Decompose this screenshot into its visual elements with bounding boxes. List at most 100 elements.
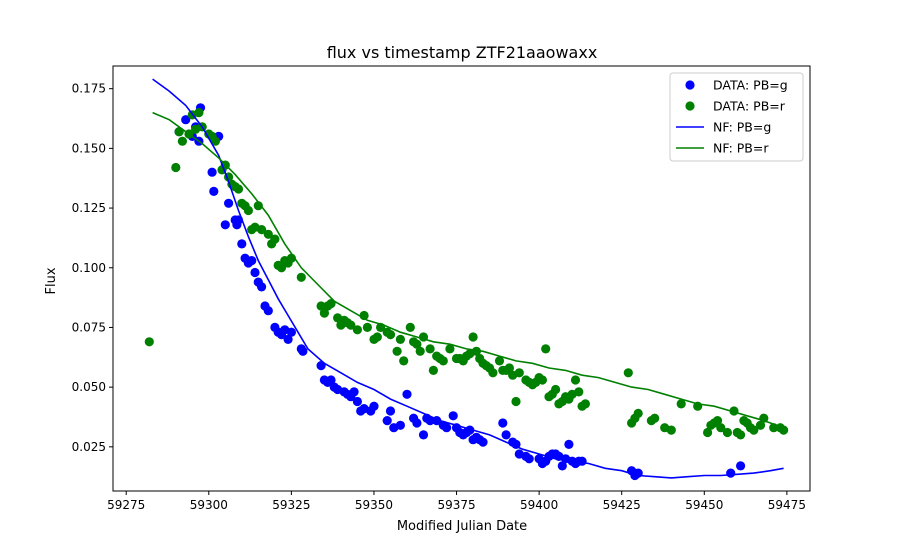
data-point bbox=[726, 468, 736, 478]
x-tick-label: 59325 bbox=[272, 498, 310, 512]
data-point bbox=[171, 162, 181, 173]
data-point bbox=[524, 454, 534, 464]
data-point bbox=[570, 375, 581, 385]
data-point bbox=[224, 198, 234, 208]
legend-label: DATA: PB=g bbox=[713, 78, 788, 93]
data-point bbox=[736, 461, 746, 471]
data-point bbox=[498, 418, 508, 428]
axes: 59275 59300 59325 59350 59375 59400 59425 59450… bbox=[72, 65, 811, 512]
data-point bbox=[418, 430, 429, 440]
data-point bbox=[425, 344, 435, 354]
data-point bbox=[412, 418, 422, 428]
y-axis-label: Flux bbox=[44, 267, 59, 294]
y-tick-label: 0.100 bbox=[72, 261, 106, 275]
x-axis-label: Modified Julian Date bbox=[397, 519, 527, 534]
data-point bbox=[349, 387, 359, 397]
x-tick-label: 59450 bbox=[685, 498, 723, 512]
data-point bbox=[736, 430, 746, 440]
data-point bbox=[514, 368, 524, 378]
data-point bbox=[541, 344, 551, 354]
data-point bbox=[233, 184, 244, 194]
legend-label: NF: PB=r bbox=[713, 141, 769, 156]
x-tick-label: 59475 bbox=[768, 498, 806, 512]
data-point bbox=[666, 425, 676, 435]
x-tick-label: 59375 bbox=[437, 498, 475, 512]
data-point bbox=[194, 108, 204, 118]
legend-label: DATA: PB=r bbox=[713, 99, 786, 114]
data-point bbox=[676, 399, 686, 409]
y-tick-label: 0.125 bbox=[72, 201, 106, 215]
data-point bbox=[478, 437, 488, 447]
data-point bbox=[177, 136, 187, 146]
data-point bbox=[257, 225, 267, 235]
legend-box bbox=[669, 72, 804, 162]
data-point bbox=[580, 399, 591, 409]
x-tick-label: 59350 bbox=[355, 498, 393, 512]
data-point bbox=[425, 416, 435, 426]
data-point bbox=[286, 327, 296, 337]
data-point bbox=[755, 420, 766, 430]
data-point bbox=[574, 387, 584, 397]
data-point bbox=[749, 425, 759, 435]
data-point bbox=[448, 411, 458, 421]
y-tick-label: 0.175 bbox=[72, 82, 106, 96]
data-point bbox=[442, 423, 452, 433]
data-point bbox=[504, 363, 514, 373]
y-tick-label: 0.150 bbox=[72, 141, 106, 155]
x-tick-label: 59275 bbox=[107, 498, 145, 512]
data-point bbox=[352, 396, 362, 407]
data-point bbox=[395, 334, 405, 344]
data-point bbox=[237, 239, 247, 249]
data-point bbox=[716, 423, 726, 433]
data-point bbox=[633, 408, 643, 418]
data-point bbox=[283, 334, 293, 344]
data-point bbox=[650, 413, 660, 423]
legend-marker bbox=[685, 80, 695, 90]
axes-frame bbox=[112, 65, 811, 492]
data-point bbox=[220, 220, 230, 230]
data-point bbox=[263, 229, 273, 239]
data-point bbox=[263, 306, 273, 316]
data-point bbox=[144, 337, 154, 347]
data-point bbox=[412, 339, 422, 349]
data-point bbox=[577, 456, 587, 466]
data-point bbox=[392, 346, 402, 356]
data-point bbox=[385, 330, 396, 340]
data-point bbox=[319, 308, 329, 318]
data-point bbox=[703, 427, 713, 438]
data-point bbox=[712, 416, 723, 426]
data-point bbox=[362, 322, 372, 332]
data-point bbox=[382, 416, 392, 426]
data-point bbox=[399, 356, 409, 366]
data-point bbox=[722, 427, 733, 438]
data-point bbox=[405, 322, 415, 332]
data-point bbox=[494, 356, 505, 366]
data-point bbox=[402, 389, 412, 399]
legend: DATA: PB=g DATA: PB=r NF: PB=g NF: PB=r bbox=[669, 72, 804, 162]
series-1 bbox=[144, 108, 789, 440]
y-tick-label: 0.050 bbox=[72, 380, 106, 394]
data-point bbox=[253, 201, 263, 211]
data-point bbox=[468, 332, 478, 342]
data-point bbox=[488, 368, 498, 378]
data-point bbox=[557, 461, 567, 471]
x-tick-label: 59425 bbox=[603, 498, 641, 512]
legend-marker bbox=[685, 101, 695, 111]
data-point bbox=[537, 375, 548, 385]
data-point bbox=[623, 368, 633, 378]
data-point bbox=[207, 167, 217, 177]
x-tick-label: 59300 bbox=[190, 498, 228, 512]
plot-area bbox=[144, 78, 789, 481]
data-point bbox=[243, 205, 253, 216]
data-point bbox=[564, 439, 574, 449]
data-point bbox=[326, 375, 336, 385]
data-point bbox=[445, 344, 455, 354]
data-point bbox=[296, 272, 306, 282]
chart-title: flux vs timestamp ZTF21aaowaxx bbox=[327, 43, 598, 62]
x-tick-label: 59400 bbox=[520, 498, 558, 512]
data-point bbox=[471, 346, 481, 356]
data-point bbox=[247, 256, 257, 266]
legend-label: NF: PB=g bbox=[713, 120, 771, 135]
data-point bbox=[257, 282, 267, 292]
